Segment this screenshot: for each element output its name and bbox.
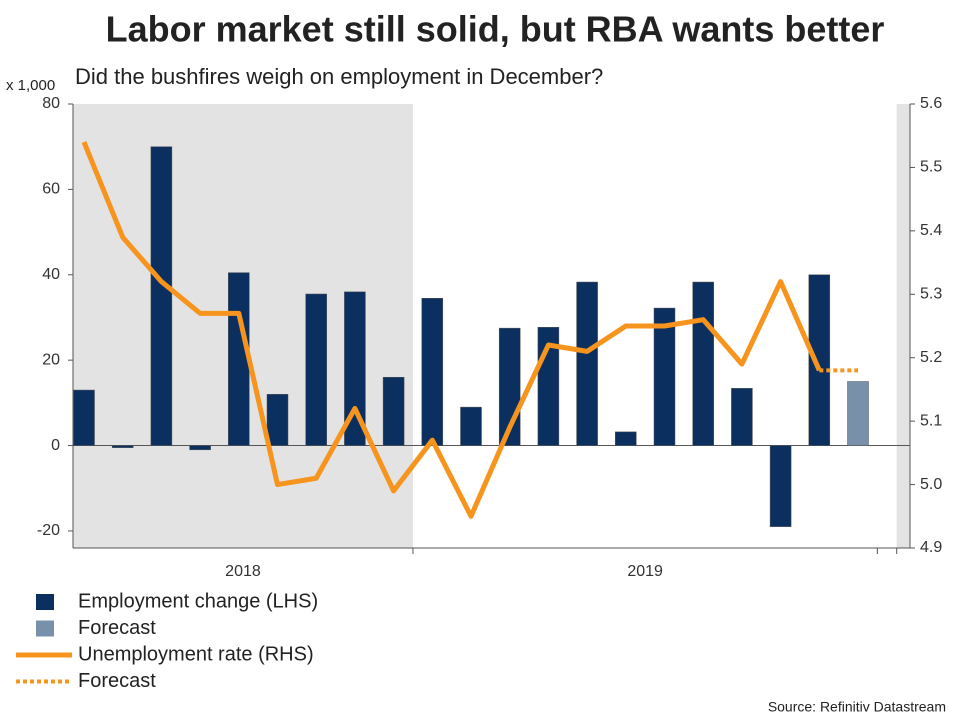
y2-tick-label: 5.2	[920, 349, 942, 366]
y2-tick-label: 5.0	[920, 476, 942, 493]
y2-tick-label: 5.6	[920, 95, 942, 112]
bar	[266, 394, 289, 446]
chart-subtitle: Did the bushfires weigh on employment in…	[75, 64, 603, 89]
y2-tick-label: 5.5	[920, 159, 942, 176]
bar	[73, 389, 95, 446]
bar	[847, 381, 869, 446]
bar	[460, 406, 482, 446]
y-tick-label: 20	[42, 351, 60, 368]
bar	[615, 431, 637, 446]
bar	[382, 376, 405, 446]
legend-label: Unemployment rate (RHS)	[78, 643, 314, 665]
legend-swatch	[36, 594, 54, 610]
chart-title: Labor market still solid, but RBA wants …	[106, 9, 885, 50]
bar	[305, 293, 327, 446]
bar	[576, 281, 598, 446]
bar	[421, 298, 444, 446]
bar	[111, 445, 134, 448]
year-shade	[896, 104, 910, 548]
source: Source: Refinitiv Datastream	[768, 699, 946, 715]
bar	[808, 274, 831, 446]
legend-swatch	[36, 620, 54, 637]
bar	[228, 272, 250, 446]
y2-tick-label: 5.1	[920, 412, 942, 429]
y2-tick-label: 5.3	[920, 286, 942, 303]
bar	[692, 281, 714, 446]
y-tick-label: 0	[51, 437, 60, 454]
y2-tick-label: 5.4	[920, 222, 942, 239]
y-tick-label: 60	[42, 181, 60, 198]
bar	[150, 146, 173, 446]
line	[81, 141, 822, 519]
y-tick-label: 80	[42, 95, 60, 112]
bar	[769, 445, 792, 527]
legend-label: Forecast	[78, 670, 156, 692]
x-group-label: 2018	[225, 563, 261, 580]
bar	[731, 388, 753, 446]
bar	[344, 291, 366, 446]
bar	[189, 445, 211, 451]
y-unit-label: x 1,000	[6, 77, 55, 94]
y2-tick-label: 4.9	[920, 539, 942, 556]
bar	[653, 307, 676, 446]
x-group-label: 2019	[627, 563, 663, 580]
legend-label: Forecast	[78, 617, 156, 639]
y-tick-label: -20	[37, 522, 60, 539]
y-tick-label: 40	[42, 266, 60, 283]
legend-label: Employment change (LHS)	[78, 590, 318, 612]
